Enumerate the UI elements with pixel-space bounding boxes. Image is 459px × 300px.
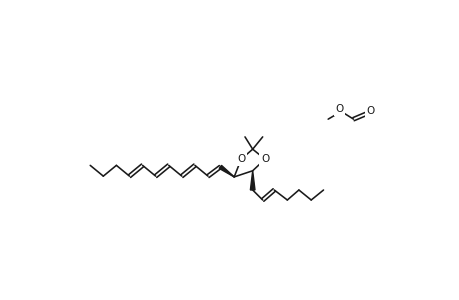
Text: O: O: [365, 106, 374, 116]
Text: O: O: [236, 154, 245, 164]
Text: O: O: [260, 154, 269, 164]
Polygon shape: [250, 171, 254, 190]
Polygon shape: [219, 165, 234, 177]
Text: O: O: [335, 104, 343, 114]
